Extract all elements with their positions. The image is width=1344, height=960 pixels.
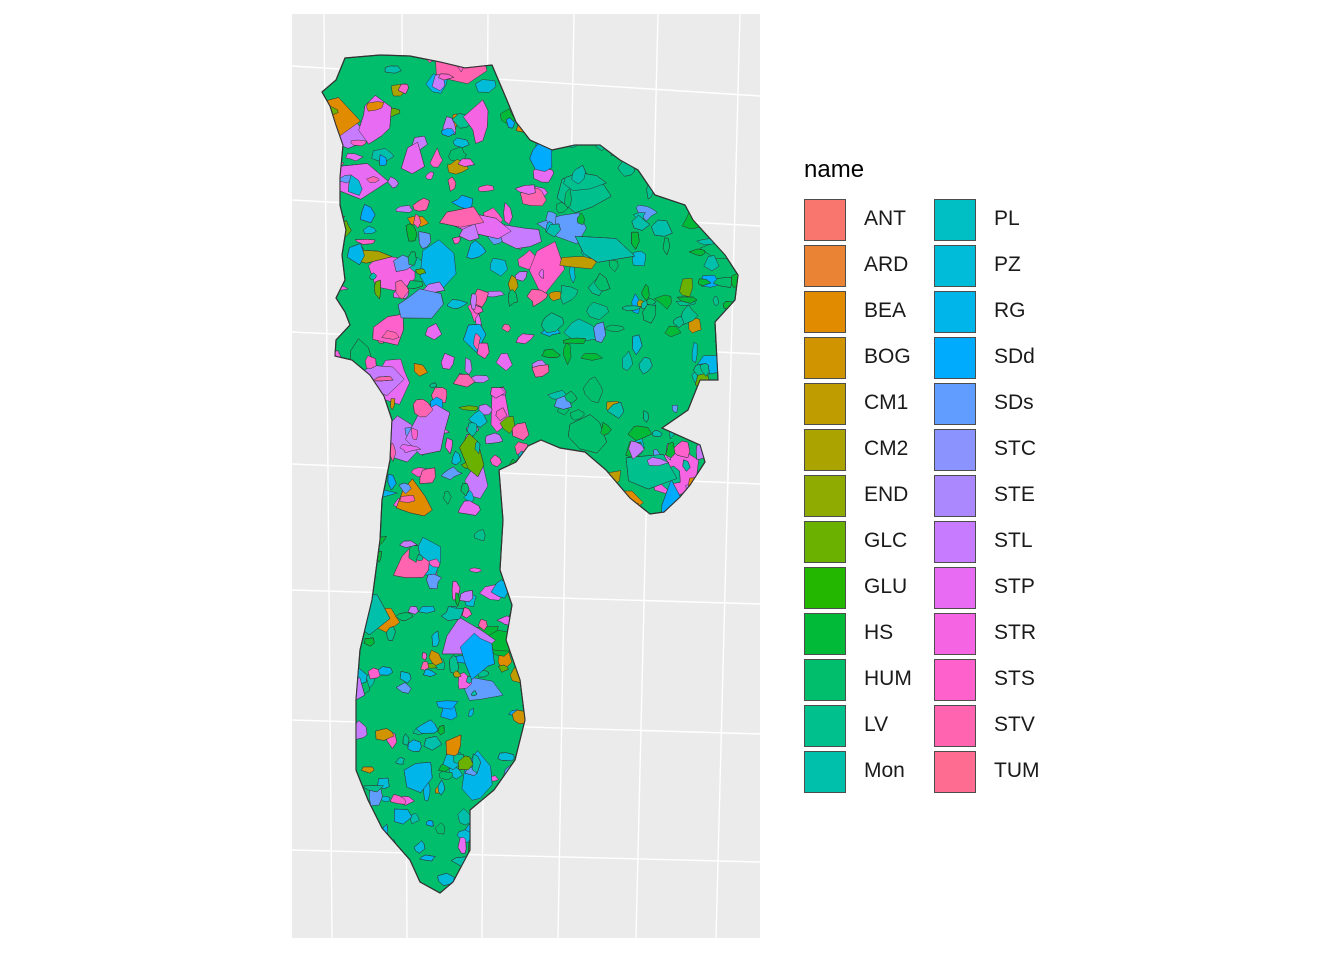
legend-item-ste: STE	[934, 474, 1064, 520]
legend-item-glu: GLU	[804, 566, 934, 612]
legend-item-end: END	[804, 474, 934, 520]
legend-item-stv: STV	[934, 704, 1064, 750]
legend-item-glc: GLC	[804, 520, 934, 566]
legend-swatch	[804, 291, 846, 333]
legend-swatch	[934, 751, 976, 793]
legend-swatch	[804, 245, 846, 287]
legend-item-sts: STS	[934, 658, 1064, 704]
legend-label: SDd	[994, 345, 1035, 368]
legend-label: STV	[994, 713, 1035, 736]
legend-swatch	[934, 659, 976, 701]
legend-swatch	[934, 521, 976, 563]
legend-swatch	[804, 521, 846, 563]
map-panel	[291, 13, 761, 939]
legend-item-mon: Mon	[804, 750, 934, 796]
legend-swatch	[804, 337, 846, 379]
legend-item-str: STR	[934, 612, 1064, 658]
legend-item-tum: TUM	[934, 750, 1064, 796]
legend-swatch	[804, 429, 846, 471]
legend-label: TUM	[994, 759, 1040, 782]
legend-item-stp: STP	[934, 566, 1064, 612]
legend-item-bea: BEA	[804, 290, 934, 336]
legend-label: PL	[994, 207, 1020, 230]
legend-label: CM2	[864, 437, 909, 460]
legend-label: PZ	[994, 253, 1021, 276]
legend-label: STL	[994, 529, 1033, 552]
legend-item-stl: STL	[934, 520, 1064, 566]
legend-swatch	[804, 383, 846, 425]
legend-label: LV	[864, 713, 889, 736]
legend-label: HS	[864, 621, 894, 644]
legend-swatch	[804, 567, 846, 609]
legend-swatch	[934, 613, 976, 655]
legend-label: ANT	[864, 207, 906, 230]
legend-swatch	[934, 429, 976, 471]
legend-item-stc: STC	[934, 428, 1064, 474]
legend-label: STS	[994, 667, 1035, 690]
legend-label: GLU	[864, 575, 908, 598]
region-border	[321, 54, 739, 894]
legend-swatch	[804, 751, 846, 793]
legend-label: ARD	[864, 253, 909, 276]
legend-item-rg: RG	[934, 290, 1064, 336]
legend-swatch	[934, 245, 976, 287]
legend-swatch	[934, 199, 976, 241]
legend-label: STE	[994, 483, 1035, 506]
legend-swatch	[934, 567, 976, 609]
legend-label: Mon	[864, 759, 905, 782]
legend-swatch	[934, 383, 976, 425]
legend-item-pl: PL	[934, 198, 1064, 244]
legend-swatch	[934, 475, 976, 517]
legend-column-1: ANT ARD BEA BOG CM1 CM2 END GLC GLU HS HUM LV Mon	[804, 198, 934, 796]
legend-item-lv: LV	[804, 704, 934, 750]
legend-swatch	[804, 705, 846, 747]
legend-label: SDs	[994, 391, 1034, 414]
map-svg	[291, 13, 761, 939]
legend-swatch	[804, 613, 846, 655]
legend-item-bog: BOG	[804, 336, 934, 382]
legend-item-cm2: CM2	[804, 428, 934, 474]
legend-label: CM1	[864, 391, 909, 414]
legend-swatch	[804, 475, 846, 517]
legend-label: STP	[994, 575, 1035, 598]
legend-title: name	[804, 156, 865, 183]
legend-label: END	[864, 483, 909, 506]
legend-label: STR	[994, 621, 1036, 644]
legend-item-hs: HS	[804, 612, 934, 658]
legend-item-ard: ARD	[804, 244, 934, 290]
legend-item-cm1: CM1	[804, 382, 934, 428]
legend-label: HUM	[864, 667, 912, 690]
legend-swatch	[804, 199, 846, 241]
legend-label: RG	[994, 299, 1026, 322]
legend-item-sdd: SDd	[934, 336, 1064, 382]
legend-item-ant: ANT	[804, 198, 934, 244]
legend-label: BEA	[864, 299, 907, 322]
legend-swatch	[934, 705, 976, 747]
legend-label: GLC	[864, 529, 908, 552]
legend-label: STC	[994, 437, 1036, 460]
legend-item-sds: SDs	[934, 382, 1064, 428]
legend-label: BOG	[864, 345, 911, 368]
legend-swatch	[934, 291, 976, 333]
legend-column-2: PL PZ RG SDd SDs STC STE STL STP STR STS STV TUM	[934, 198, 1064, 796]
legend-item-hum: HUM	[804, 658, 934, 704]
legend-swatch	[804, 659, 846, 701]
legend-swatch	[934, 337, 976, 379]
legend-item-pz: PZ	[934, 244, 1064, 290]
